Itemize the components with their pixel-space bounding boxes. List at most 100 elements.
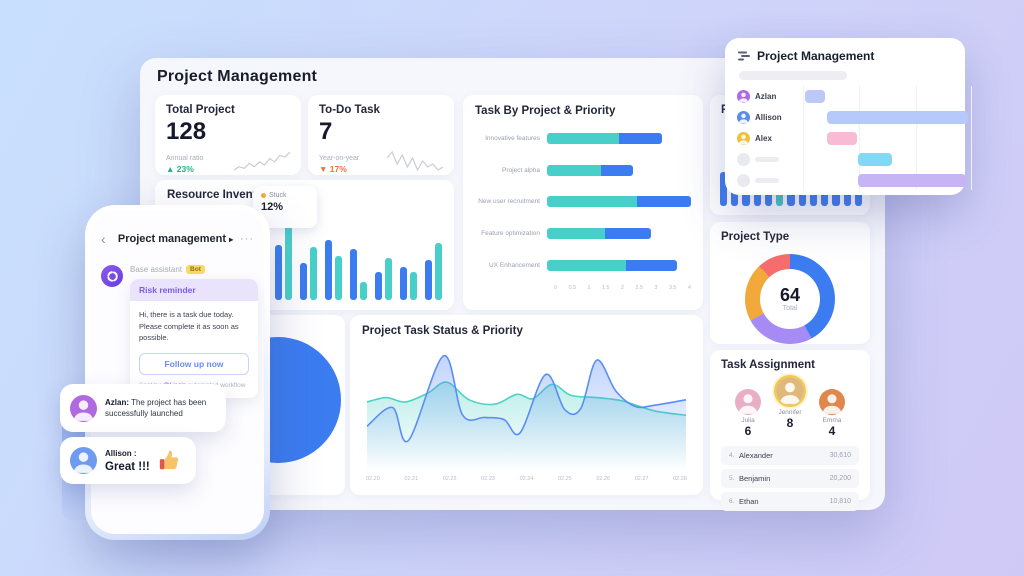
page-title: Project Management bbox=[157, 68, 318, 85]
bar-blue bbox=[375, 271, 382, 300]
axis-tick: 1 bbox=[587, 285, 591, 291]
sparkline-chart bbox=[387, 148, 443, 174]
bar-group bbox=[375, 257, 392, 300]
axis-tick: 3.5 bbox=[668, 285, 677, 291]
chart-row: Project alpha bbox=[475, 164, 691, 176]
follow-up-button[interactable]: Follow up now bbox=[139, 352, 249, 375]
card-title: Task Assignment bbox=[721, 359, 815, 371]
stat-sub-label: Annual ratio bbox=[166, 155, 204, 162]
gantt-bar bbox=[858, 174, 966, 187]
avatar bbox=[819, 389, 845, 415]
bar-segment-teal bbox=[547, 164, 601, 176]
assignee-count: 8 bbox=[786, 416, 794, 430]
risk-message: Hi, there is a task due today. Please co… bbox=[139, 310, 239, 343]
avatar bbox=[737, 132, 750, 145]
donut-total-value: 64 bbox=[779, 285, 801, 305]
avatar bbox=[70, 447, 97, 474]
chevron-right-icon: ▸ bbox=[229, 235, 234, 244]
avatar bbox=[737, 90, 750, 103]
bar-track bbox=[547, 259, 691, 271]
chart-row: UX Enhancement bbox=[475, 259, 691, 271]
gantt-bar bbox=[804, 90, 825, 103]
assignee: Jennifer 8 bbox=[769, 375, 811, 430]
risk-card-header: Risk reminder bbox=[130, 279, 258, 301]
stat-delta: ▼ 17% bbox=[319, 164, 347, 174]
donut-total-label: Total bbox=[782, 305, 798, 312]
bar-teal bbox=[335, 256, 342, 300]
list-item: 6. Ethan 10,810 bbox=[721, 492, 859, 511]
member-name: Azlan bbox=[755, 92, 777, 101]
thumbs-up-emoji bbox=[159, 450, 178, 469]
list-item: 5. Benjamin 20,200 bbox=[721, 469, 859, 488]
bar-track bbox=[547, 164, 691, 176]
back-icon[interactable]: ‹ bbox=[101, 231, 106, 247]
stuck-dot-icon bbox=[261, 193, 266, 198]
bar-blue bbox=[275, 245, 282, 300]
bot-swirl-icon bbox=[106, 270, 118, 282]
project-type-card: Project Type 64 Total bbox=[710, 222, 870, 344]
category-label: Feature optimization bbox=[481, 230, 540, 238]
axis-tick: 0 bbox=[554, 285, 558, 291]
gantt-bar bbox=[826, 132, 857, 145]
axis-tick: 2 bbox=[620, 285, 624, 291]
bar-track bbox=[547, 133, 691, 145]
bar-teal bbox=[285, 222, 292, 300]
bar-teal bbox=[435, 242, 442, 300]
name: Alexander bbox=[739, 451, 773, 460]
value: 10,810 bbox=[829, 498, 851, 505]
bar-blue bbox=[400, 266, 407, 300]
axis-tick: 02.23 bbox=[481, 476, 495, 482]
tooltip-value: 12% bbox=[261, 201, 284, 213]
assignee-count: 4 bbox=[828, 424, 836, 438]
bar-segment-blue bbox=[601, 164, 634, 176]
floating-gantt-card: Project Management Azlan Allison Alex bbox=[725, 38, 972, 195]
stat-value: 128 bbox=[166, 118, 207, 145]
x-axis-ticks: 0 0.5 1 1.5 2 2.5 3 3.5 4 bbox=[554, 285, 691, 291]
gantt-bar bbox=[858, 153, 893, 166]
bar-teal bbox=[385, 257, 392, 300]
bar-group bbox=[350, 248, 367, 300]
avatar bbox=[737, 153, 750, 166]
stat-card-todo-task: To-Do Task 7 Year-on-year ▼ 17% bbox=[308, 95, 454, 175]
bar-segment-teal bbox=[547, 196, 637, 208]
bar-blue bbox=[325, 240, 332, 300]
name: Ethan bbox=[739, 497, 759, 506]
gantt-icon bbox=[738, 51, 750, 61]
bar-track bbox=[547, 228, 691, 240]
chat-message: Allison : Great !!! bbox=[105, 449, 150, 473]
area-chart bbox=[362, 339, 691, 476]
card-title: Task By Project & Priority bbox=[475, 105, 616, 117]
assignee-avatars: Julia 6 Jennifer 8 Emma 4 bbox=[721, 371, 859, 440]
gantt-row: Azlan bbox=[737, 86, 953, 107]
stat-sub-label: Year-on-year bbox=[319, 155, 360, 162]
axis-tick: 02.20 bbox=[366, 476, 380, 482]
member-name: Allison bbox=[755, 113, 782, 122]
assignee-count: 6 bbox=[744, 424, 752, 438]
bar-teal bbox=[360, 282, 367, 300]
bar-track bbox=[547, 196, 691, 208]
bar-teal bbox=[310, 247, 317, 300]
bar-group bbox=[300, 247, 317, 300]
stacked-bar-chart: Innovative features Project alpha New user… bbox=[475, 123, 691, 281]
axis-tick: 02.26 bbox=[596, 476, 611, 482]
card-title: Project Management bbox=[757, 49, 875, 63]
phone-mockup: ‹ Project management ▸ ··· Base assistan… bbox=[85, 205, 270, 540]
assignee-name: Julia bbox=[741, 417, 755, 424]
gantt-gridline bbox=[803, 86, 804, 190]
rank: 5. bbox=[729, 475, 735, 482]
assignee-name: Emma bbox=[822, 417, 842, 424]
bar-blue bbox=[350, 248, 357, 300]
card-title: Project Task Status & Priority bbox=[362, 325, 523, 337]
avatar bbox=[70, 394, 97, 422]
member-name: Alex bbox=[755, 134, 772, 143]
chart-row: New user recruitment bbox=[475, 196, 691, 208]
stat-card-total-project: Total Project 128 Annual ratio ▲ 23% bbox=[155, 95, 301, 175]
axis-tick: 02.22 bbox=[442, 476, 457, 482]
donut-center: 64 Total bbox=[760, 269, 820, 329]
bar-blue bbox=[425, 260, 432, 300]
phone-page-title: Project management ▸ bbox=[117, 233, 234, 245]
bar-group bbox=[425, 242, 442, 300]
bar-teal bbox=[410, 271, 417, 300]
more-menu-icon[interactable]: ··· bbox=[240, 233, 254, 245]
